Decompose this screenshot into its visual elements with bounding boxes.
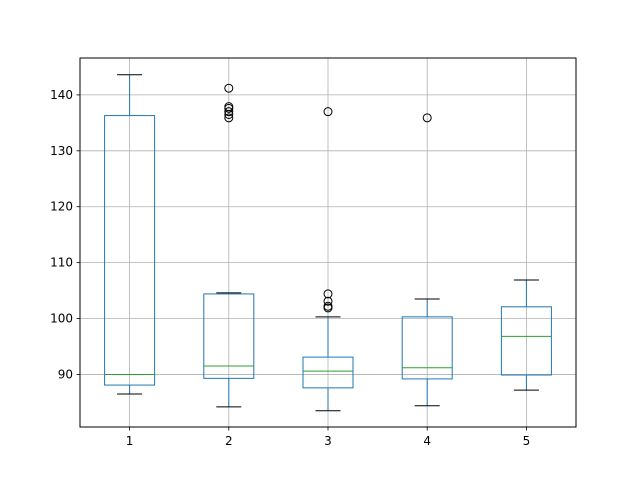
outlier-point bbox=[323, 303, 333, 313]
x-tick-label: 5 bbox=[523, 434, 531, 448]
x-tick-label: 2 bbox=[225, 434, 233, 448]
box-group-2 bbox=[203, 83, 255, 408]
box-iqr bbox=[500, 306, 552, 376]
y-tick-label: 90 bbox=[58, 367, 73, 381]
outlier-point bbox=[323, 107, 333, 117]
box-group-5 bbox=[500, 279, 552, 391]
outlier-point bbox=[224, 83, 234, 93]
y-tick-label: 120 bbox=[50, 200, 73, 214]
y-tick-label: 110 bbox=[50, 256, 73, 270]
x-tick-label: 4 bbox=[423, 434, 431, 448]
box-iqr bbox=[104, 115, 156, 386]
outlier-point bbox=[224, 103, 234, 113]
axes: 90 100 110 120 130 140 1 2 3 4 5 bbox=[50, 88, 530, 448]
y-tick-label: 100 bbox=[50, 312, 73, 326]
box-plots bbox=[104, 74, 552, 412]
outlier-point bbox=[422, 113, 432, 123]
outlier-point bbox=[323, 289, 333, 299]
x-tick-label: 1 bbox=[126, 434, 134, 448]
box-iqr bbox=[203, 293, 255, 379]
y-tick-label: 140 bbox=[50, 88, 73, 102]
outlier-point bbox=[224, 113, 234, 123]
outlier-point bbox=[224, 109, 234, 119]
y-tick-label: 130 bbox=[50, 144, 73, 158]
outlier-point bbox=[224, 107, 234, 117]
box-iqr bbox=[401, 316, 453, 380]
box-iqr bbox=[302, 356, 354, 389]
x-tick-label: 3 bbox=[324, 434, 332, 448]
box-group-3 bbox=[302, 107, 354, 412]
grid-lines bbox=[80, 58, 576, 427]
box-group-1 bbox=[104, 74, 156, 395]
box-group-4 bbox=[401, 113, 453, 407]
outlier-point bbox=[323, 296, 333, 306]
